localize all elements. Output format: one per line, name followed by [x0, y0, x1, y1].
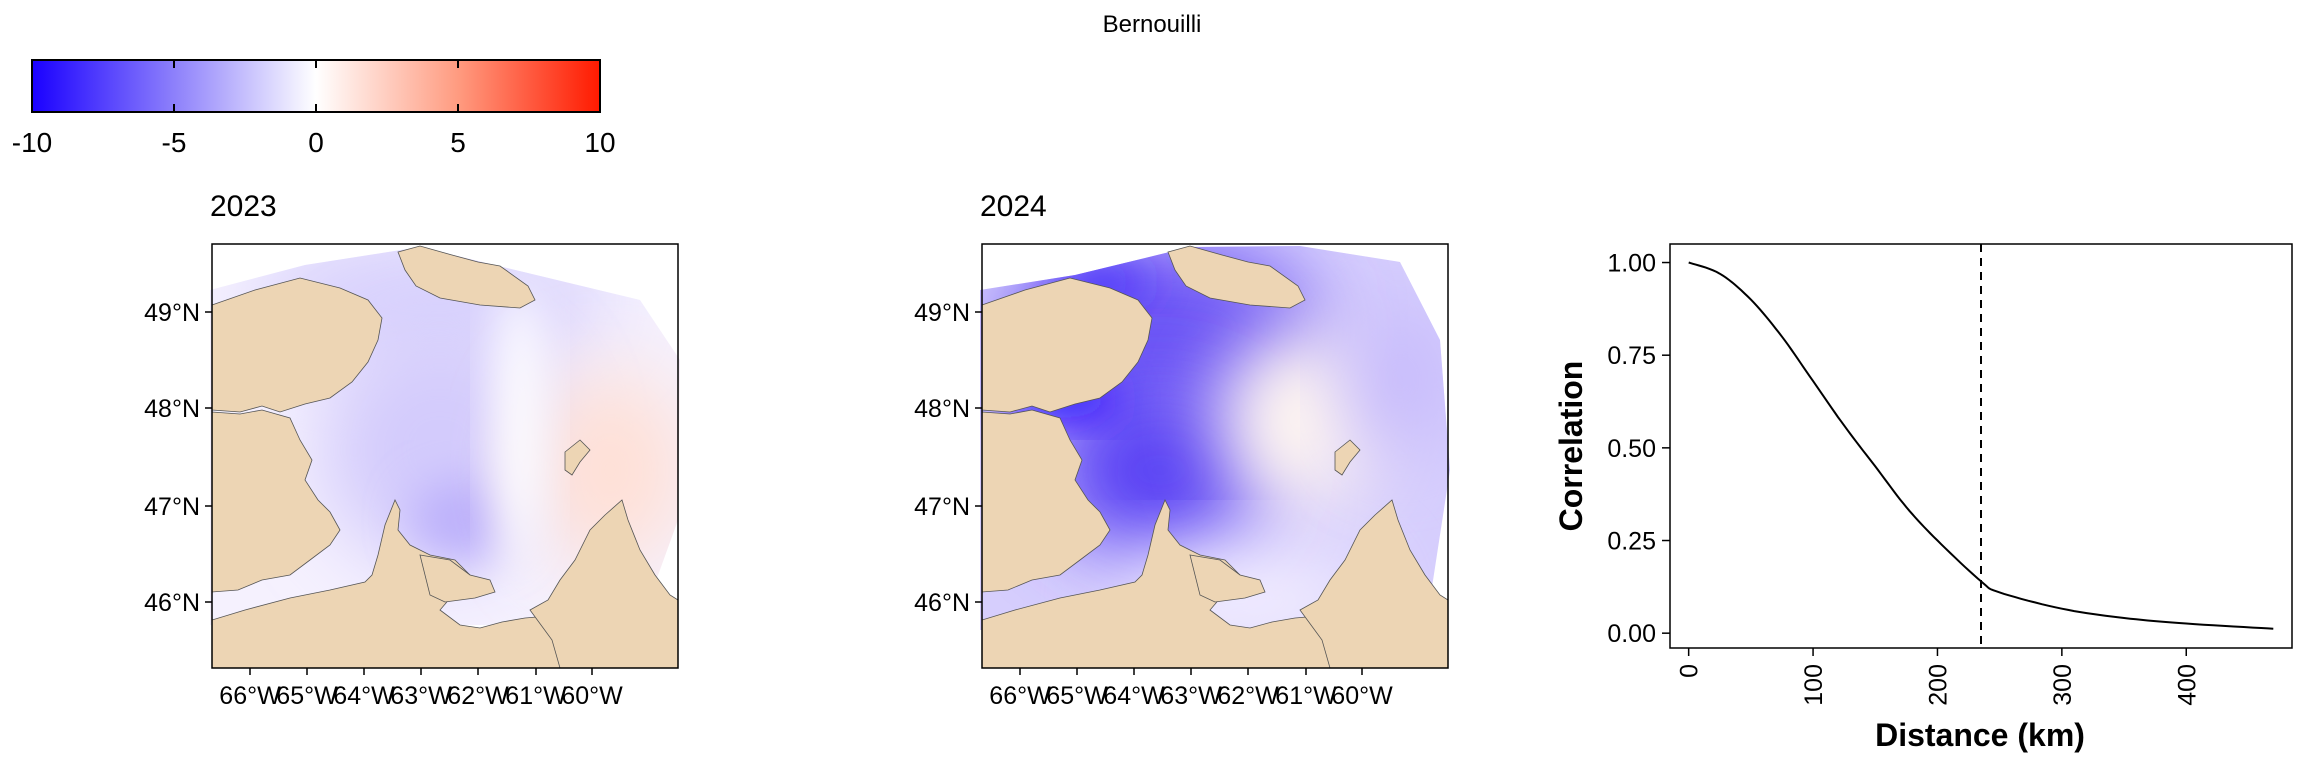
colorbar-gradient [31, 59, 601, 113]
lat-tick-label: 46°N [144, 589, 200, 617]
chart-xlabel: Distance (km) [1875, 717, 2085, 753]
map-2023: 2023 49°N 48°N 47°N 46°N 66°W65°W64°W63°W62… [144, 190, 680, 710]
lat-tick-label: 49°N [914, 299, 970, 327]
map-2023-land [211, 245, 679, 669]
chart-ylabel: Correlation [1553, 361, 1589, 532]
lat-tick-label: 46°N [914, 589, 970, 617]
lat-tick-label: 47°N [914, 493, 970, 521]
lon-tick-label: 63°W [390, 682, 452, 710]
lon-tick-label: 60°W [1331, 682, 1393, 710]
y-tick-label: 1.00 [1607, 250, 1656, 278]
correlation-chart: 0.00 0.25 0.50 0.75 1.00 0 100 200 300 400 Corre… [1553, 243, 2293, 753]
map-2024-land [981, 245, 1449, 669]
map-2024: 2024 49°N 48°N 47°N 46°N 66°W65°W64°W63°W62… [914, 190, 1450, 710]
figure-title: Bernouilli [1103, 11, 1202, 38]
map-2024-title: 2024 [980, 190, 1047, 223]
colorbar-tick-label: 5 [450, 127, 466, 158]
x-tick-label: 300 [2049, 664, 2077, 706]
x-tick-label: 100 [1800, 664, 1828, 706]
x-tick-label: 0 [1676, 664, 1704, 678]
lon-tick-label: 63°W [1160, 682, 1222, 710]
map-2024-frame [981, 243, 1449, 669]
lat-tick-label: 48°N [144, 395, 200, 423]
colorbar-tick-label: -5 [162, 127, 187, 158]
lat-tick-label: 47°N [144, 493, 200, 521]
lon-tick-label: 64°W [333, 682, 395, 710]
y-tick-label: 0.00 [1607, 620, 1656, 648]
correlation-curve [1688, 261, 2274, 630]
lon-tick-label: 62°W [1217, 682, 1279, 710]
lon-tick-label: 62°W [447, 682, 509, 710]
lon-tick-label: 61°W [505, 682, 567, 710]
colorbar-tick-label: 10 [584, 127, 615, 158]
colorbar: -10 -5 0 5 10 [12, 59, 616, 158]
y-tick-label: 0.75 [1607, 342, 1656, 370]
map-2023-title: 2023 [210, 190, 277, 223]
colorbar-tick-label: 0 [308, 127, 324, 158]
lon-tick-label: 66°W [219, 682, 281, 710]
y-tick-label: 0.50 [1607, 435, 1656, 463]
x-tick-label: 200 [1924, 664, 1952, 706]
lat-tick-label: 48°N [914, 395, 970, 423]
colorbar-tick-label: -10 [12, 127, 52, 158]
lon-tick-label: 66°W [989, 682, 1051, 710]
y-tick-label: 0.25 [1607, 528, 1656, 556]
lon-tick-label: 65°W [1046, 682, 1108, 710]
lon-tick-label: 65°W [276, 682, 338, 710]
x-tick-label: 400 [2173, 664, 2201, 706]
lat-tick-label: 49°N [144, 299, 200, 327]
lon-tick-label: 60°W [561, 682, 623, 710]
lon-tick-label: 61°W [1275, 682, 1337, 710]
map-2023-frame [211, 243, 679, 669]
lon-tick-label: 64°W [1103, 682, 1165, 710]
